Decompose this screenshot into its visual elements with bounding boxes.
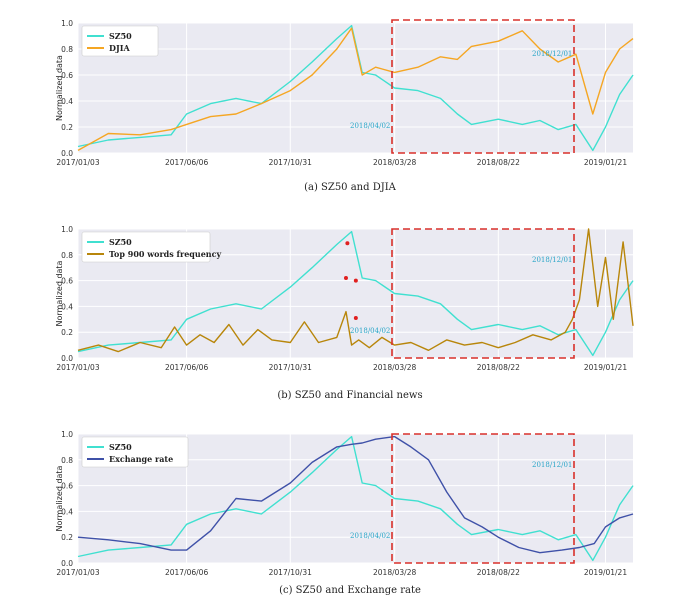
highlight-marker: [353, 278, 358, 283]
series-line-sz50: [77, 24, 634, 152]
y-tick-label: 0.2: [61, 328, 73, 337]
y-axis-label: Normalized data: [55, 465, 64, 531]
x-tick-label: 2018/08/22: [477, 363, 520, 372]
legend-label: SZ50: [109, 31, 132, 41]
highlight-marker: [345, 241, 350, 246]
highlight-box: [391, 433, 575, 564]
highlight-box: [391, 19, 575, 154]
y-axis-label: Normalized data: [55, 260, 64, 326]
x-tick-label: 2017/06/06: [165, 363, 208, 372]
y-tick-label: 1.0: [61, 430, 73, 439]
chart-panel-3: 0.0 0.2 0.4 0.6 0.8 1.0 2017/01/03 2017/06/06 20…: [55, 430, 634, 596]
x-tick-label: 2017/10/31: [269, 158, 312, 167]
x-tick-label: 2017/10/31: [269, 363, 312, 372]
y-tick-label: 0.2: [61, 533, 73, 542]
y-tick-label: 0.8: [61, 456, 73, 465]
y-tick-label: 0.4: [61, 302, 73, 311]
x-tick-label: 2017/06/06: [165, 568, 208, 577]
panel-caption: (c) SZ50 and Exchange rate: [279, 585, 421, 596]
legend: [81, 436, 189, 468]
y-tick-label: 0.6: [61, 277, 73, 286]
legend-label: Top 900 words frequency: [109, 249, 221, 259]
series-line-sz50: [77, 435, 634, 562]
x-tick-label: 2018/03/28: [373, 158, 416, 167]
x-tick-label: 2019/01/21: [584, 158, 627, 167]
legend-label: Exchange rate: [109, 454, 173, 464]
legend: [81, 231, 211, 263]
x-tick-label: 2017/10/31: [269, 568, 312, 577]
y-tick-label: 0.4: [61, 507, 73, 516]
annotation-start-date: 2018/04/02: [350, 532, 390, 540]
y-tick-label: 1.0: [61, 225, 73, 234]
y-tick-label: 0.6: [61, 482, 73, 491]
y-tick-label: 0.0: [61, 354, 73, 363]
annotation-end-date: 2018/12/01: [532, 461, 572, 469]
annotation-start-date: 2018/04/02: [350, 122, 390, 130]
panel-caption: (a) SZ50 and DJIA: [304, 182, 397, 193]
x-tick-label: 2018/03/28: [373, 568, 416, 577]
x-tick-label: 2018/03/28: [373, 363, 416, 372]
y-tick-label: 1.0: [61, 19, 73, 28]
highlight-marker: [353, 316, 358, 321]
y-tick-label: 0.8: [61, 45, 73, 54]
series-line-exchange-rate: [77, 435, 634, 554]
annotation-start-date: 2018/04/02: [350, 327, 390, 335]
series-line-djia: [77, 27, 634, 152]
highlight-box: [391, 228, 575, 359]
x-tick-label: 2018/08/22: [477, 568, 520, 577]
x-tick-label: 2017/01/03: [56, 158, 99, 167]
highlight-marker: [343, 276, 348, 281]
x-tick-label: 2018/08/22: [477, 158, 520, 167]
annotation-end-date: 2018/12/01: [532, 256, 572, 264]
annotation-end-date: 2018/12/01: [532, 50, 572, 58]
x-tick-label: 2017/01/03: [56, 568, 99, 577]
legend-label: SZ50: [109, 237, 132, 247]
chart-panel-1: 0.0 0.2 0.4 0.6 0.8 1.0 2017/01/03 2017/06/06 20…: [55, 19, 634, 193]
y-tick-label: 0.0: [61, 559, 73, 568]
y-axis-label: Normalized data: [55, 55, 64, 121]
panel-caption: (b) SZ50 and Financial news: [277, 390, 422, 401]
x-tick-label: 2019/01/21: [584, 568, 627, 577]
x-tick-label: 2017/06/06: [165, 158, 208, 167]
x-tick-label: 2017/01/03: [56, 363, 99, 372]
y-tick-label: 0.8: [61, 251, 73, 260]
legend-label: DJIA: [109, 43, 130, 53]
y-tick-label: 0.0: [61, 149, 73, 158]
y-tick-label: 0.4: [61, 97, 73, 106]
legend-label: SZ50: [109, 442, 132, 452]
y-tick-label: 0.2: [61, 123, 73, 132]
y-tick-label: 0.6: [61, 71, 73, 80]
series-line-sz50: [77, 230, 634, 357]
x-tick-label: 2019/01/21: [584, 363, 627, 372]
chart-panel-2: 0.0 0.2 0.4 0.6 0.8 1.0 2017/01/03 2017/06/06 20…: [55, 225, 634, 401]
